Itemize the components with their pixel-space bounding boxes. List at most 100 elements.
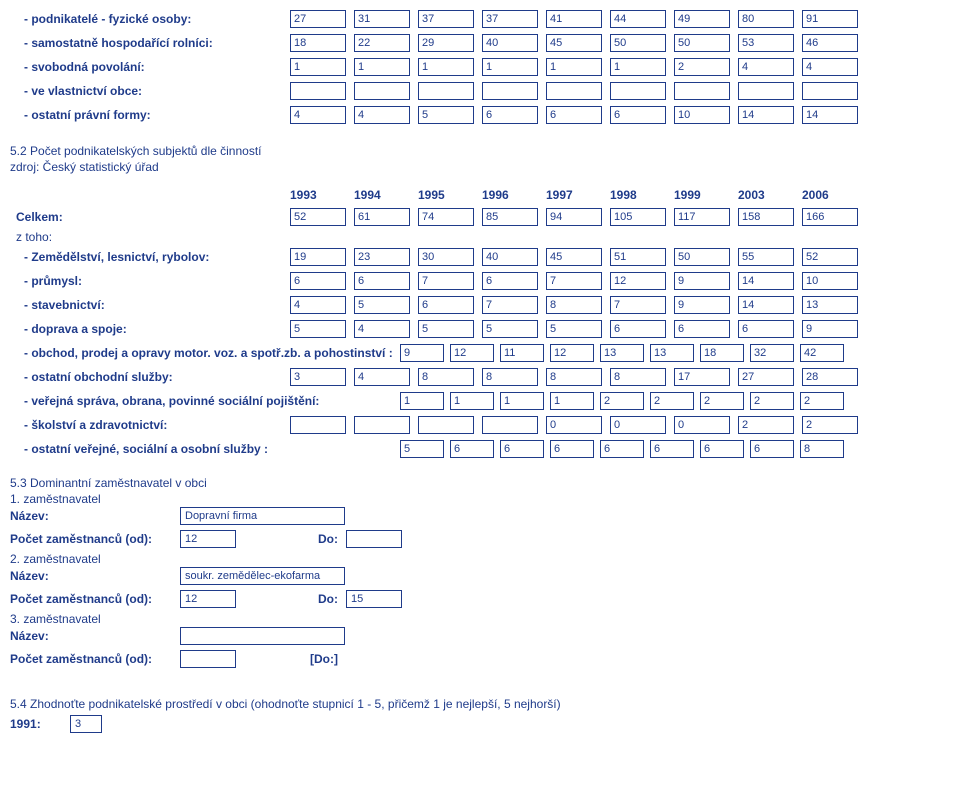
table-cell[interactable]: 50 bbox=[610, 34, 666, 52]
table-cell[interactable]: 6 bbox=[650, 440, 694, 458]
table-cell[interactable]: 158 bbox=[738, 208, 794, 226]
table-cell[interactable]: 49 bbox=[674, 10, 730, 28]
table-cell[interactable]: 6 bbox=[610, 106, 666, 124]
table-cell[interactable]: 46 bbox=[802, 34, 858, 52]
table-cell[interactable]: 4 bbox=[354, 106, 410, 124]
table-cell[interactable]: 29 bbox=[418, 34, 474, 52]
table-cell[interactable]: 28 bbox=[802, 368, 858, 386]
table-cell[interactable]: 8 bbox=[800, 440, 844, 458]
table-cell[interactable]: 1 bbox=[546, 58, 602, 76]
table-cell[interactable]: 61 bbox=[354, 208, 410, 226]
table-cell[interactable]: 91 bbox=[802, 10, 858, 28]
table-cell[interactable]: 40 bbox=[482, 248, 538, 266]
table-cell[interactable]: 80 bbox=[738, 10, 794, 28]
table-cell[interactable]: 42 bbox=[800, 344, 844, 362]
table-cell[interactable]: 6 bbox=[674, 320, 730, 338]
table-cell[interactable]: 4 bbox=[354, 320, 410, 338]
table-cell[interactable]: 6 bbox=[750, 440, 794, 458]
table-cell[interactable]: 6 bbox=[600, 440, 644, 458]
table-cell[interactable]: 9 bbox=[674, 272, 730, 290]
table-cell[interactable]: 3 bbox=[290, 368, 346, 386]
table-cell[interactable]: 30 bbox=[418, 248, 474, 266]
table-cell[interactable]: 6 bbox=[482, 272, 538, 290]
table-cell[interactable]: 13 bbox=[650, 344, 694, 362]
table-cell[interactable]: 1 bbox=[450, 392, 494, 410]
table-cell[interactable] bbox=[674, 82, 730, 100]
table-cell[interactable] bbox=[610, 82, 666, 100]
table-cell[interactable]: 1 bbox=[482, 58, 538, 76]
table-cell[interactable]: 6 bbox=[738, 320, 794, 338]
table-cell[interactable]: 5 bbox=[290, 320, 346, 338]
table-cell[interactable]: 9 bbox=[802, 320, 858, 338]
table-cell[interactable]: 50 bbox=[674, 248, 730, 266]
table-cell[interactable]: 5 bbox=[400, 440, 444, 458]
table-cell[interactable]: 105 bbox=[610, 208, 666, 226]
table-cell[interactable]: 13 bbox=[802, 296, 858, 314]
table-cell[interactable]: 27 bbox=[738, 368, 794, 386]
input-1991[interactable]: 3 bbox=[70, 715, 102, 733]
table-cell[interactable]: 8 bbox=[482, 368, 538, 386]
table-cell[interactable]: 9 bbox=[674, 296, 730, 314]
table-cell[interactable]: 0 bbox=[674, 416, 730, 434]
table-cell[interactable]: 6 bbox=[482, 106, 538, 124]
table-cell[interactable]: 2 bbox=[650, 392, 694, 410]
table-cell[interactable]: 2 bbox=[738, 416, 794, 434]
table-cell[interactable]: 1 bbox=[354, 58, 410, 76]
table-cell[interactable]: 23 bbox=[354, 248, 410, 266]
table-cell[interactable]: 94 bbox=[546, 208, 602, 226]
table-cell[interactable]: 4 bbox=[802, 58, 858, 76]
table-cell[interactable]: 37 bbox=[418, 10, 474, 28]
table-cell[interactable]: 1 bbox=[500, 392, 544, 410]
input-name-3[interactable] bbox=[180, 627, 345, 645]
table-cell[interactable]: 12 bbox=[450, 344, 494, 362]
table-cell[interactable]: 6 bbox=[450, 440, 494, 458]
table-cell[interactable]: 14 bbox=[802, 106, 858, 124]
table-cell[interactable]: 44 bbox=[610, 10, 666, 28]
table-cell[interactable]: 8 bbox=[610, 368, 666, 386]
table-cell[interactable]: 0 bbox=[610, 416, 666, 434]
table-cell[interactable]: 1 bbox=[418, 58, 474, 76]
table-cell[interactable]: 51 bbox=[610, 248, 666, 266]
table-cell[interactable]: 6 bbox=[418, 296, 474, 314]
table-cell[interactable]: 10 bbox=[674, 106, 730, 124]
table-cell[interactable] bbox=[290, 416, 346, 434]
table-cell[interactable]: 85 bbox=[482, 208, 538, 226]
input-name-2[interactable]: soukr. zemědělec-ekofarma bbox=[180, 567, 345, 585]
table-cell[interactable]: 6 bbox=[550, 440, 594, 458]
table-cell[interactable]: 7 bbox=[546, 272, 602, 290]
table-cell[interactable]: 18 bbox=[700, 344, 744, 362]
table-cell[interactable]: 10 bbox=[802, 272, 858, 290]
table-cell[interactable]: 14 bbox=[738, 106, 794, 124]
table-cell[interactable]: 117 bbox=[674, 208, 730, 226]
table-cell[interactable]: 6 bbox=[610, 320, 666, 338]
table-cell[interactable]: 7 bbox=[610, 296, 666, 314]
table-cell[interactable]: 13 bbox=[600, 344, 644, 362]
table-cell[interactable]: 53 bbox=[738, 34, 794, 52]
table-cell[interactable]: 6 bbox=[354, 272, 410, 290]
table-cell[interactable] bbox=[418, 82, 474, 100]
table-cell[interactable]: 32 bbox=[750, 344, 794, 362]
table-cell[interactable] bbox=[546, 82, 602, 100]
table-cell[interactable]: 1 bbox=[400, 392, 444, 410]
input-od-2[interactable]: 12 bbox=[180, 590, 236, 608]
table-cell[interactable]: 14 bbox=[738, 272, 794, 290]
table-cell[interactable]: 1 bbox=[550, 392, 594, 410]
input-do-2[interactable]: 15 bbox=[346, 590, 402, 608]
table-cell[interactable]: 8 bbox=[418, 368, 474, 386]
table-cell[interactable]: 2 bbox=[700, 392, 744, 410]
table-cell[interactable]: 12 bbox=[550, 344, 594, 362]
table-cell[interactable] bbox=[482, 82, 538, 100]
input-name-1[interactable]: Dopravní firma bbox=[180, 507, 345, 525]
table-cell[interactable]: 6 bbox=[500, 440, 544, 458]
table-cell[interactable]: 6 bbox=[700, 440, 744, 458]
table-cell[interactable] bbox=[290, 82, 346, 100]
table-cell[interactable]: 5 bbox=[546, 320, 602, 338]
table-cell[interactable] bbox=[418, 416, 474, 434]
table-cell[interactable]: 27 bbox=[290, 10, 346, 28]
table-cell[interactable]: 45 bbox=[546, 34, 602, 52]
table-cell[interactable]: 5 bbox=[418, 320, 474, 338]
table-cell[interactable] bbox=[738, 82, 794, 100]
table-cell[interactable]: 2 bbox=[750, 392, 794, 410]
table-cell[interactable]: 8 bbox=[546, 296, 602, 314]
table-cell[interactable]: 2 bbox=[674, 58, 730, 76]
